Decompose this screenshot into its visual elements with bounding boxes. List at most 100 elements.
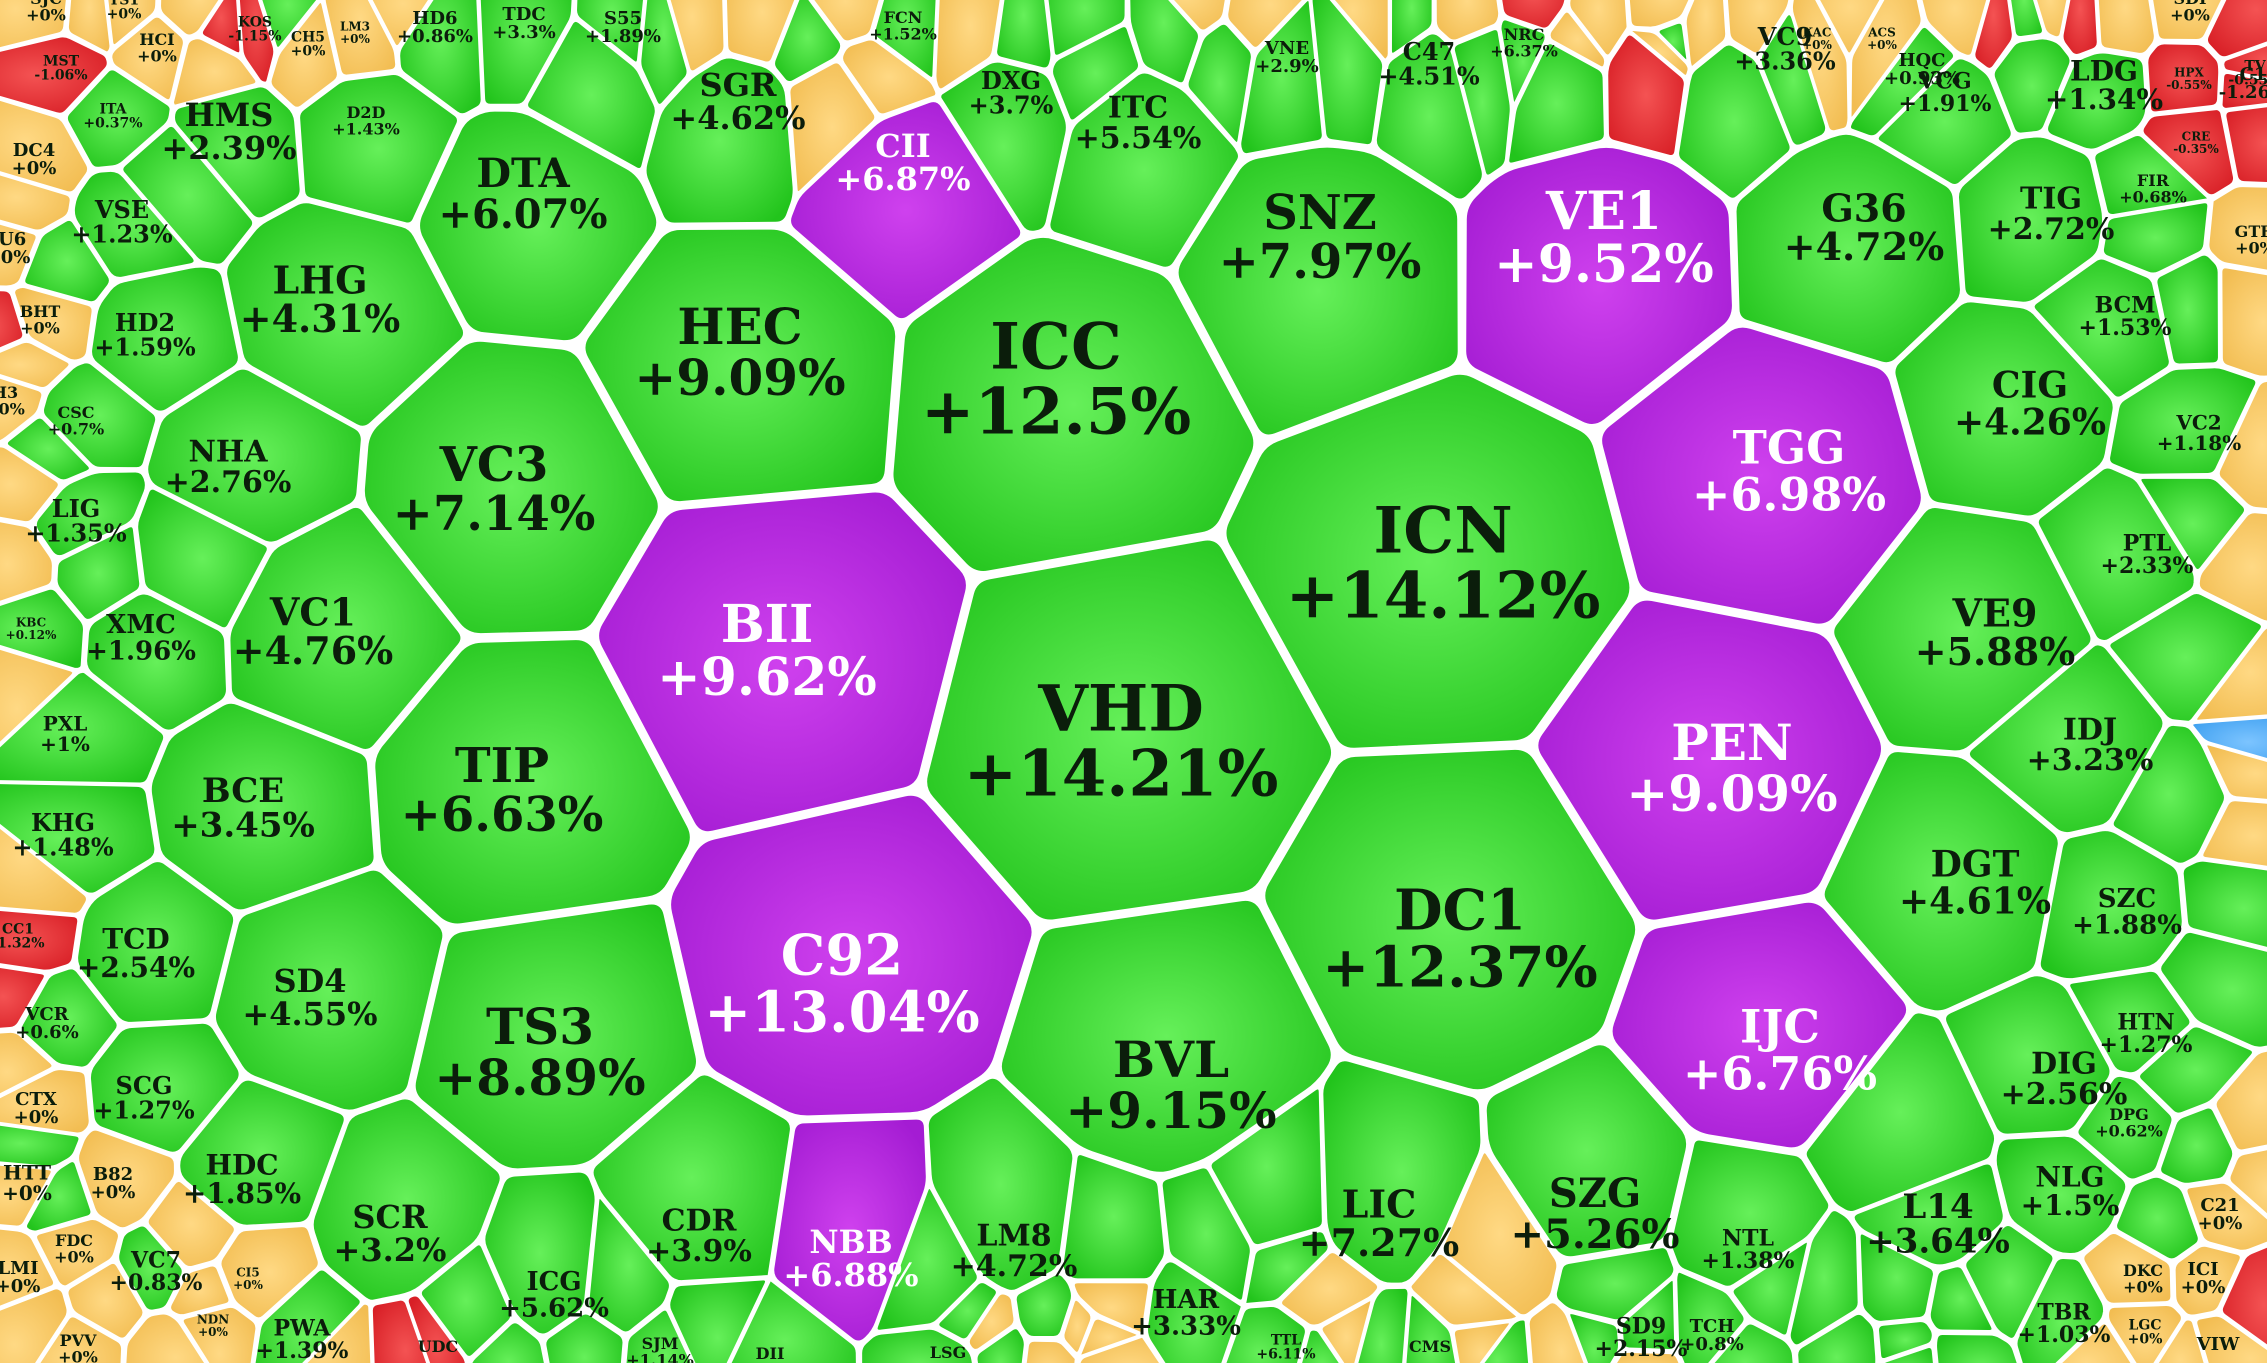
cell-minor[interactable] — [55, 524, 142, 622]
cell-minor[interactable] — [1597, 1350, 1691, 1363]
cell-minor[interactable] — [1209, 1086, 1325, 1247]
cell-vc1[interactable] — [227, 505, 463, 752]
cell-minor[interactable] — [1225, 0, 1313, 50]
cell-ch5[interactable] — [269, 0, 340, 110]
cell-dc4[interactable] — [0, 89, 90, 194]
cell-minor[interactable] — [1310, 0, 1385, 147]
cell-minor[interactable] — [1799, 0, 1901, 55]
cell-s55[interactable] — [574, 0, 648, 65]
cell-sjc[interactable] — [0, 0, 70, 57]
cell-minor[interactable] — [994, 0, 1053, 70]
cell-vhd[interactable] — [923, 536, 1336, 924]
cell-minor[interactable] — [1676, 42, 1793, 201]
cell-dta[interactable] — [416, 107, 661, 345]
cell-minor[interactable] — [936, 1280, 999, 1341]
cell-minor[interactable] — [724, 0, 800, 64]
cell-minor[interactable] — [0, 799, 89, 916]
cell-minor[interactable] — [1434, 0, 1501, 43]
cell-minor[interactable] — [1127, 0, 1201, 85]
cell-minor[interactable] — [2114, 1175, 2201, 1261]
cell-ci5[interactable] — [218, 1224, 321, 1320]
cell-mst[interactable] — [0, 34, 110, 116]
cell-dc1[interactable] — [1261, 745, 1640, 1094]
cell-minor[interactable] — [120, 124, 255, 267]
cell-minor[interactable] — [123, 1311, 228, 1363]
cell-minor[interactable] — [2197, 510, 2267, 624]
cell-l14[interactable] — [1852, 1161, 2006, 1267]
cell-kos[interactable] — [237, 0, 276, 85]
cell-scr[interactable] — [311, 1096, 503, 1303]
cell-minor[interactable] — [1014, 1272, 1074, 1339]
cell-minor[interactable] — [2061, 0, 2100, 57]
cell-itc[interactable] — [1047, 70, 1241, 270]
cell-minor[interactable] — [0, 1286, 70, 1363]
cell-minor[interactable] — [2158, 1105, 2235, 1186]
cell-minor[interactable] — [967, 1291, 1016, 1352]
cell-hci[interactable] — [109, 15, 186, 102]
cell-icn[interactable] — [1222, 370, 1634, 752]
cell-minor[interactable] — [1527, 1300, 1594, 1363]
cell-dkc[interactable] — [2081, 1231, 2173, 1306]
cell-nha[interactable] — [145, 367, 364, 545]
cell-ts1[interactable] — [103, 0, 158, 47]
cell-bce[interactable] — [149, 701, 377, 912]
cell-csc[interactable] — [41, 360, 158, 470]
cell-minor[interactable] — [1804, 1010, 1997, 1214]
cell-htt[interactable] — [0, 1161, 54, 1229]
cell-dxg[interactable] — [938, 60, 1069, 234]
cell-vc7[interactable] — [116, 1224, 185, 1313]
cell-lsg[interactable] — [859, 1327, 979, 1363]
cell-b82[interactable] — [76, 1128, 177, 1230]
cell-tcd[interactable] — [75, 859, 236, 1025]
cell-minor[interactable] — [270, 1302, 373, 1363]
cell-minor[interactable] — [525, 19, 658, 171]
cell-minor[interactable] — [1354, 1286, 1410, 1363]
cell-ctx[interactable] — [0, 1067, 92, 1135]
cell-minor[interactable] — [2227, 1142, 2267, 1234]
cell-minor[interactable] — [1496, 0, 1572, 31]
cell-c21[interactable] — [2184, 1181, 2267, 1253]
cell-nrc[interactable] — [1499, 17, 1548, 105]
cell-lmi[interactable] — [0, 1225, 56, 1321]
cell-minor[interactable] — [1316, 0, 1391, 61]
cell-xmc[interactable] — [84, 591, 229, 733]
cell-minor[interactable] — [975, 1326, 1027, 1363]
cell-minor[interactable] — [586, 1196, 672, 1334]
cell-minor[interactable] — [1061, 1298, 1093, 1355]
cell-gth[interactable] — [2206, 184, 2267, 277]
cell-lig[interactable] — [34, 469, 148, 558]
cell-tv[interactable] — [2221, 33, 2267, 86]
cell-lhg[interactable] — [224, 200, 466, 429]
cell-bvl[interactable] — [997, 896, 1335, 1176]
cell-minor[interactable] — [0, 962, 47, 1032]
cell-nbb[interactable] — [771, 1117, 929, 1344]
cell-pwa[interactable] — [249, 1267, 363, 1363]
cell-minor[interactable] — [24, 1159, 93, 1234]
cell-sd4[interactable] — [213, 868, 445, 1113]
cell-minor[interactable] — [2190, 715, 2267, 769]
cell-ve1[interactable] — [1462, 143, 1736, 429]
cell-minor[interactable] — [1626, 0, 1706, 30]
cell-hqc[interactable] — [1848, 25, 1956, 138]
cell-minor[interactable] — [1292, 1328, 1353, 1363]
cell-minor[interactable] — [1731, 1240, 1810, 1337]
cell-hd6[interactable] — [397, 0, 484, 116]
cell-ttl[interactable] — [1213, 1304, 1308, 1363]
cell-dgt[interactable] — [1822, 749, 2061, 1013]
cell-minor[interactable] — [2111, 723, 2227, 866]
cell-minor[interactable] — [1567, 1311, 1621, 1363]
cell-minor[interactable] — [1795, 1312, 1878, 1363]
cell-minor[interactable] — [2096, 0, 2157, 56]
cell-icc[interactable] — [889, 233, 1258, 575]
cell-minor[interactable] — [1913, 0, 1997, 58]
cell-minor[interactable] — [0, 638, 75, 780]
cell-minor[interactable] — [2137, 1024, 2255, 1116]
cell-minor[interactable] — [200, 0, 242, 55]
cell-minor[interactable] — [0, 288, 25, 364]
cell-minor[interactable] — [2194, 624, 2267, 723]
cell-minor[interactable] — [1724, 0, 1796, 55]
cell-minor[interactable] — [1875, 1345, 1938, 1363]
cell-szg[interactable] — [1482, 1041, 1691, 1261]
cell-ldg[interactable] — [2045, 51, 2148, 152]
cell-h3[interactable] — [0, 367, 44, 451]
